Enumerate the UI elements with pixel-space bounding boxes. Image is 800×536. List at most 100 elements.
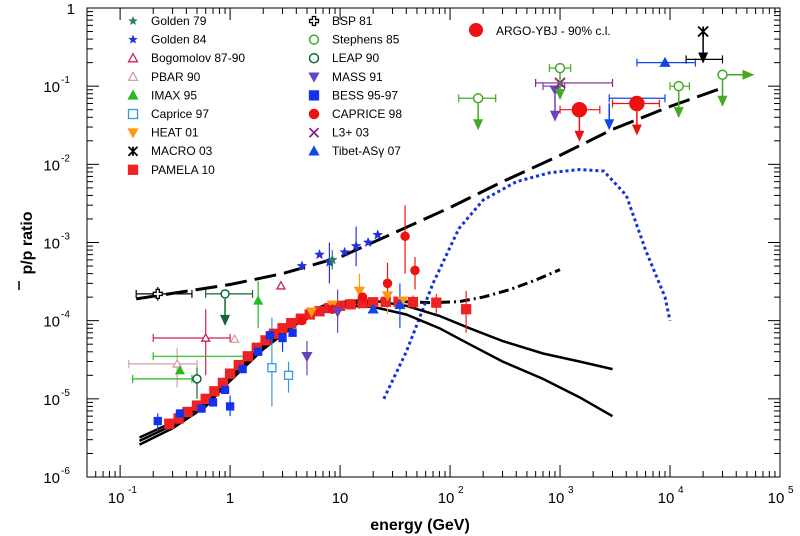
error-bars	[128, 55, 724, 430]
arrow-head-leap-90-5	[220, 314, 231, 326]
legend-marker-leap-90	[308, 52, 320, 64]
legend-label-pbar-90: PBAR 90	[151, 70, 201, 84]
y-tick-label: 10	[43, 314, 60, 331]
point-pamela-10-26	[431, 297, 442, 308]
point-bess-95-97-1	[175, 409, 185, 418]
point-caprice-98-2	[357, 292, 368, 302]
point-bess-95-97-10	[288, 328, 297, 337]
point-pamela-10-14	[286, 317, 297, 329]
legend-marker-bsp-81	[308, 15, 320, 27]
y-tick-label: 10	[43, 157, 60, 174]
point-golden-84-5	[362, 236, 374, 248]
point-argo-ybj-1	[629, 95, 645, 112]
x-tick-label: 10	[548, 490, 565, 507]
arrow-head-argo-ybj-8	[574, 130, 585, 142]
y-axis-label: p/p ratio	[18, 211, 36, 290]
point-stephens-85-2	[673, 80, 684, 92]
y-tick-label: 1	[67, 1, 75, 18]
point-bess-95-97-9	[278, 333, 287, 343]
arrow-head-stephens-85-0	[473, 119, 484, 131]
point-macro-03-0	[697, 25, 709, 38]
point-bess-95-97-8	[265, 331, 275, 340]
legend-label-bogomolov-87-90: Bogomolov 87-90	[151, 51, 245, 65]
point-tibet-as-07-2	[659, 56, 671, 67]
x-tick-exponent: 2	[458, 485, 464, 496]
x-tick-exponent: 4	[678, 485, 684, 496]
point-imax-95-1	[253, 295, 264, 305]
point-stephens-85-3	[717, 69, 728, 80]
point-pamela-10-0	[164, 418, 175, 429]
data-markers	[152, 25, 728, 429]
y-tick-exponent: -2	[61, 153, 70, 164]
legend-marker-caprice-97	[127, 108, 139, 120]
legend-label-l3-03: L3+ 03	[332, 126, 369, 140]
point-caprice-98-4	[400, 231, 410, 242]
legend-marker-golden-84	[128, 34, 138, 44]
point-bess-95-97-0	[153, 416, 162, 426]
point-heat-01-3	[381, 291, 394, 302]
y-tick-label: 10	[43, 236, 60, 253]
legend-label-golden-79: Golden 79	[151, 14, 207, 28]
y-tick-exponent: -3	[61, 232, 70, 243]
legend-label-stephens-85: Stephens 85	[332, 33, 400, 47]
argo-legend-marker	[469, 23, 483, 37]
x-tick-exponent: -1	[128, 485, 137, 496]
legend-label-heat-01: HEAT 01	[151, 126, 199, 140]
legend-label-golden-84: Golden 84	[151, 33, 207, 47]
point-caprice-98-0	[297, 315, 307, 326]
point-caprice-98-5	[410, 265, 420, 276]
legend-marker-heat-01	[127, 128, 139, 139]
point-bess-95-97-4	[220, 385, 230, 395]
point-argo-ybj-0	[571, 101, 588, 118]
point-bess-95-97-2	[197, 404, 206, 413]
upper-limit-arrows	[220, 36, 755, 326]
point-pamela-10-9	[242, 351, 253, 362]
legend-marker-stephens-85	[308, 34, 320, 45]
legend-marker-imax-95	[127, 89, 139, 100]
arrow-head-stephens-85-3	[717, 95, 728, 107]
legend-label-caprice-98: CAPRICE 98	[332, 107, 402, 121]
legend-label-imax-95: IMAX 95	[151, 88, 197, 102]
point-bogomolov-87-90-0	[200, 332, 211, 342]
legend-marker-macro-03	[127, 146, 139, 157]
point-golden-84-0	[296, 260, 308, 271]
point-pbar-90-1	[229, 333, 240, 344]
point-heat-01-2	[353, 286, 366, 297]
argo-legend: ARGO-YBJ - 90% c.l.	[469, 23, 611, 38]
curve-model-dash-long	[135, 86, 724, 301]
legend-marker-l3-03	[308, 127, 320, 138]
y-tick-label: 10	[43, 470, 60, 487]
curve-model-solid-lower	[138, 304, 614, 446]
legend-label-macro-03: MACRO 03	[151, 144, 213, 158]
svg-text:p/p ratio: p/p ratio	[19, 211, 36, 274]
legend-label-leap-90: LEAP 90	[332, 51, 379, 65]
point-pbar-90-0	[172, 358, 183, 368]
point-golden-84-4	[350, 240, 362, 251]
y-tick-exponent: -1	[61, 75, 70, 86]
point-golden-84-3	[339, 246, 351, 257]
arrow-head-tibet-as-07-6	[604, 119, 615, 131]
y-tick-label: 10	[43, 79, 60, 96]
x-tick-exponent: 5	[788, 485, 794, 496]
legend: Golden 79 Golden 84 Bogomolov 87-90 PBAR 90…	[127, 14, 402, 177]
legend-marker-bogomolov-87-90	[127, 52, 139, 63]
point-bogomolov-87-90-1	[275, 280, 287, 290]
point-pamela-10-11	[260, 335, 271, 346]
point-bess-95-97-3	[208, 398, 218, 407]
point-pamela-10-13	[277, 323, 288, 334]
legend-label-tibet-as-07: Tibet-ASγ 07	[332, 144, 401, 158]
arrow-head-stephens-85-2	[673, 107, 684, 119]
point-pamela-10-5	[209, 386, 220, 397]
x-axis-label: energy (GeV)	[370, 517, 470, 534]
legend-marker-pamela-10	[127, 164, 139, 175]
legend-marker-pbar-90	[127, 70, 139, 82]
point-caprice-97-1	[283, 370, 294, 380]
point-pamela-10-4	[200, 393, 211, 404]
y-tick-exponent: -5	[61, 388, 70, 399]
point-bess-95-97-7	[254, 347, 263, 356]
point-mass-91-0	[301, 352, 313, 363]
point-golden-84-6	[372, 229, 384, 240]
point-tibet-as-07-1	[394, 298, 406, 309]
x-tick-label: 10	[438, 490, 455, 507]
